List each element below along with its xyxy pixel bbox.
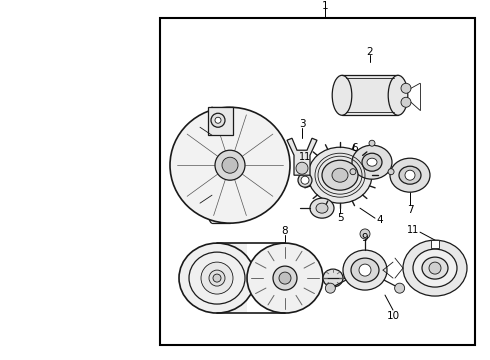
Bar xyxy=(342,75,398,115)
Ellipse shape xyxy=(422,257,448,279)
Ellipse shape xyxy=(351,258,379,282)
Bar xyxy=(160,18,475,345)
Polygon shape xyxy=(287,138,317,175)
Circle shape xyxy=(298,173,312,187)
Bar xyxy=(431,240,439,248)
Ellipse shape xyxy=(352,145,392,179)
Ellipse shape xyxy=(247,243,323,313)
Ellipse shape xyxy=(179,243,255,313)
Ellipse shape xyxy=(399,166,421,184)
Circle shape xyxy=(209,270,225,286)
Text: 8: 8 xyxy=(282,226,288,236)
Ellipse shape xyxy=(310,198,334,218)
Ellipse shape xyxy=(403,240,467,296)
Text: 3: 3 xyxy=(299,119,305,129)
Bar xyxy=(217,243,247,313)
Circle shape xyxy=(350,169,356,175)
Circle shape xyxy=(201,262,233,294)
Text: 7: 7 xyxy=(407,205,413,215)
Ellipse shape xyxy=(332,168,348,182)
Circle shape xyxy=(273,266,297,290)
Bar xyxy=(212,107,230,223)
Text: 9: 9 xyxy=(362,233,368,243)
Ellipse shape xyxy=(332,75,352,115)
Circle shape xyxy=(215,150,245,180)
Text: 10: 10 xyxy=(387,311,399,321)
Text: 6: 6 xyxy=(352,143,358,153)
Ellipse shape xyxy=(343,250,387,290)
Ellipse shape xyxy=(322,160,358,190)
Circle shape xyxy=(301,176,309,184)
Circle shape xyxy=(401,83,411,93)
Ellipse shape xyxy=(367,158,377,166)
Circle shape xyxy=(211,113,225,127)
Ellipse shape xyxy=(413,249,457,287)
Text: 4: 4 xyxy=(377,215,383,225)
Circle shape xyxy=(394,283,405,293)
Ellipse shape xyxy=(323,269,343,287)
Text: 2: 2 xyxy=(367,47,373,57)
Circle shape xyxy=(359,264,371,276)
Text: 11: 11 xyxy=(407,225,419,235)
Circle shape xyxy=(215,117,221,123)
Ellipse shape xyxy=(308,147,372,203)
Text: 5: 5 xyxy=(337,213,343,223)
Ellipse shape xyxy=(189,252,245,304)
Circle shape xyxy=(388,169,394,175)
Text: 11: 11 xyxy=(299,152,311,162)
Circle shape xyxy=(296,162,308,174)
Text: 1: 1 xyxy=(322,1,328,12)
Circle shape xyxy=(405,170,415,180)
Ellipse shape xyxy=(316,203,328,213)
Ellipse shape xyxy=(390,158,430,192)
Ellipse shape xyxy=(362,153,382,171)
Ellipse shape xyxy=(388,75,408,115)
Circle shape xyxy=(325,283,335,293)
Circle shape xyxy=(222,157,238,173)
Circle shape xyxy=(279,272,291,284)
Circle shape xyxy=(429,262,441,274)
Circle shape xyxy=(360,229,370,239)
Ellipse shape xyxy=(170,107,290,223)
Circle shape xyxy=(213,274,221,282)
Bar xyxy=(208,107,233,135)
Circle shape xyxy=(401,97,411,107)
Ellipse shape xyxy=(204,107,220,223)
Circle shape xyxy=(369,140,375,146)
